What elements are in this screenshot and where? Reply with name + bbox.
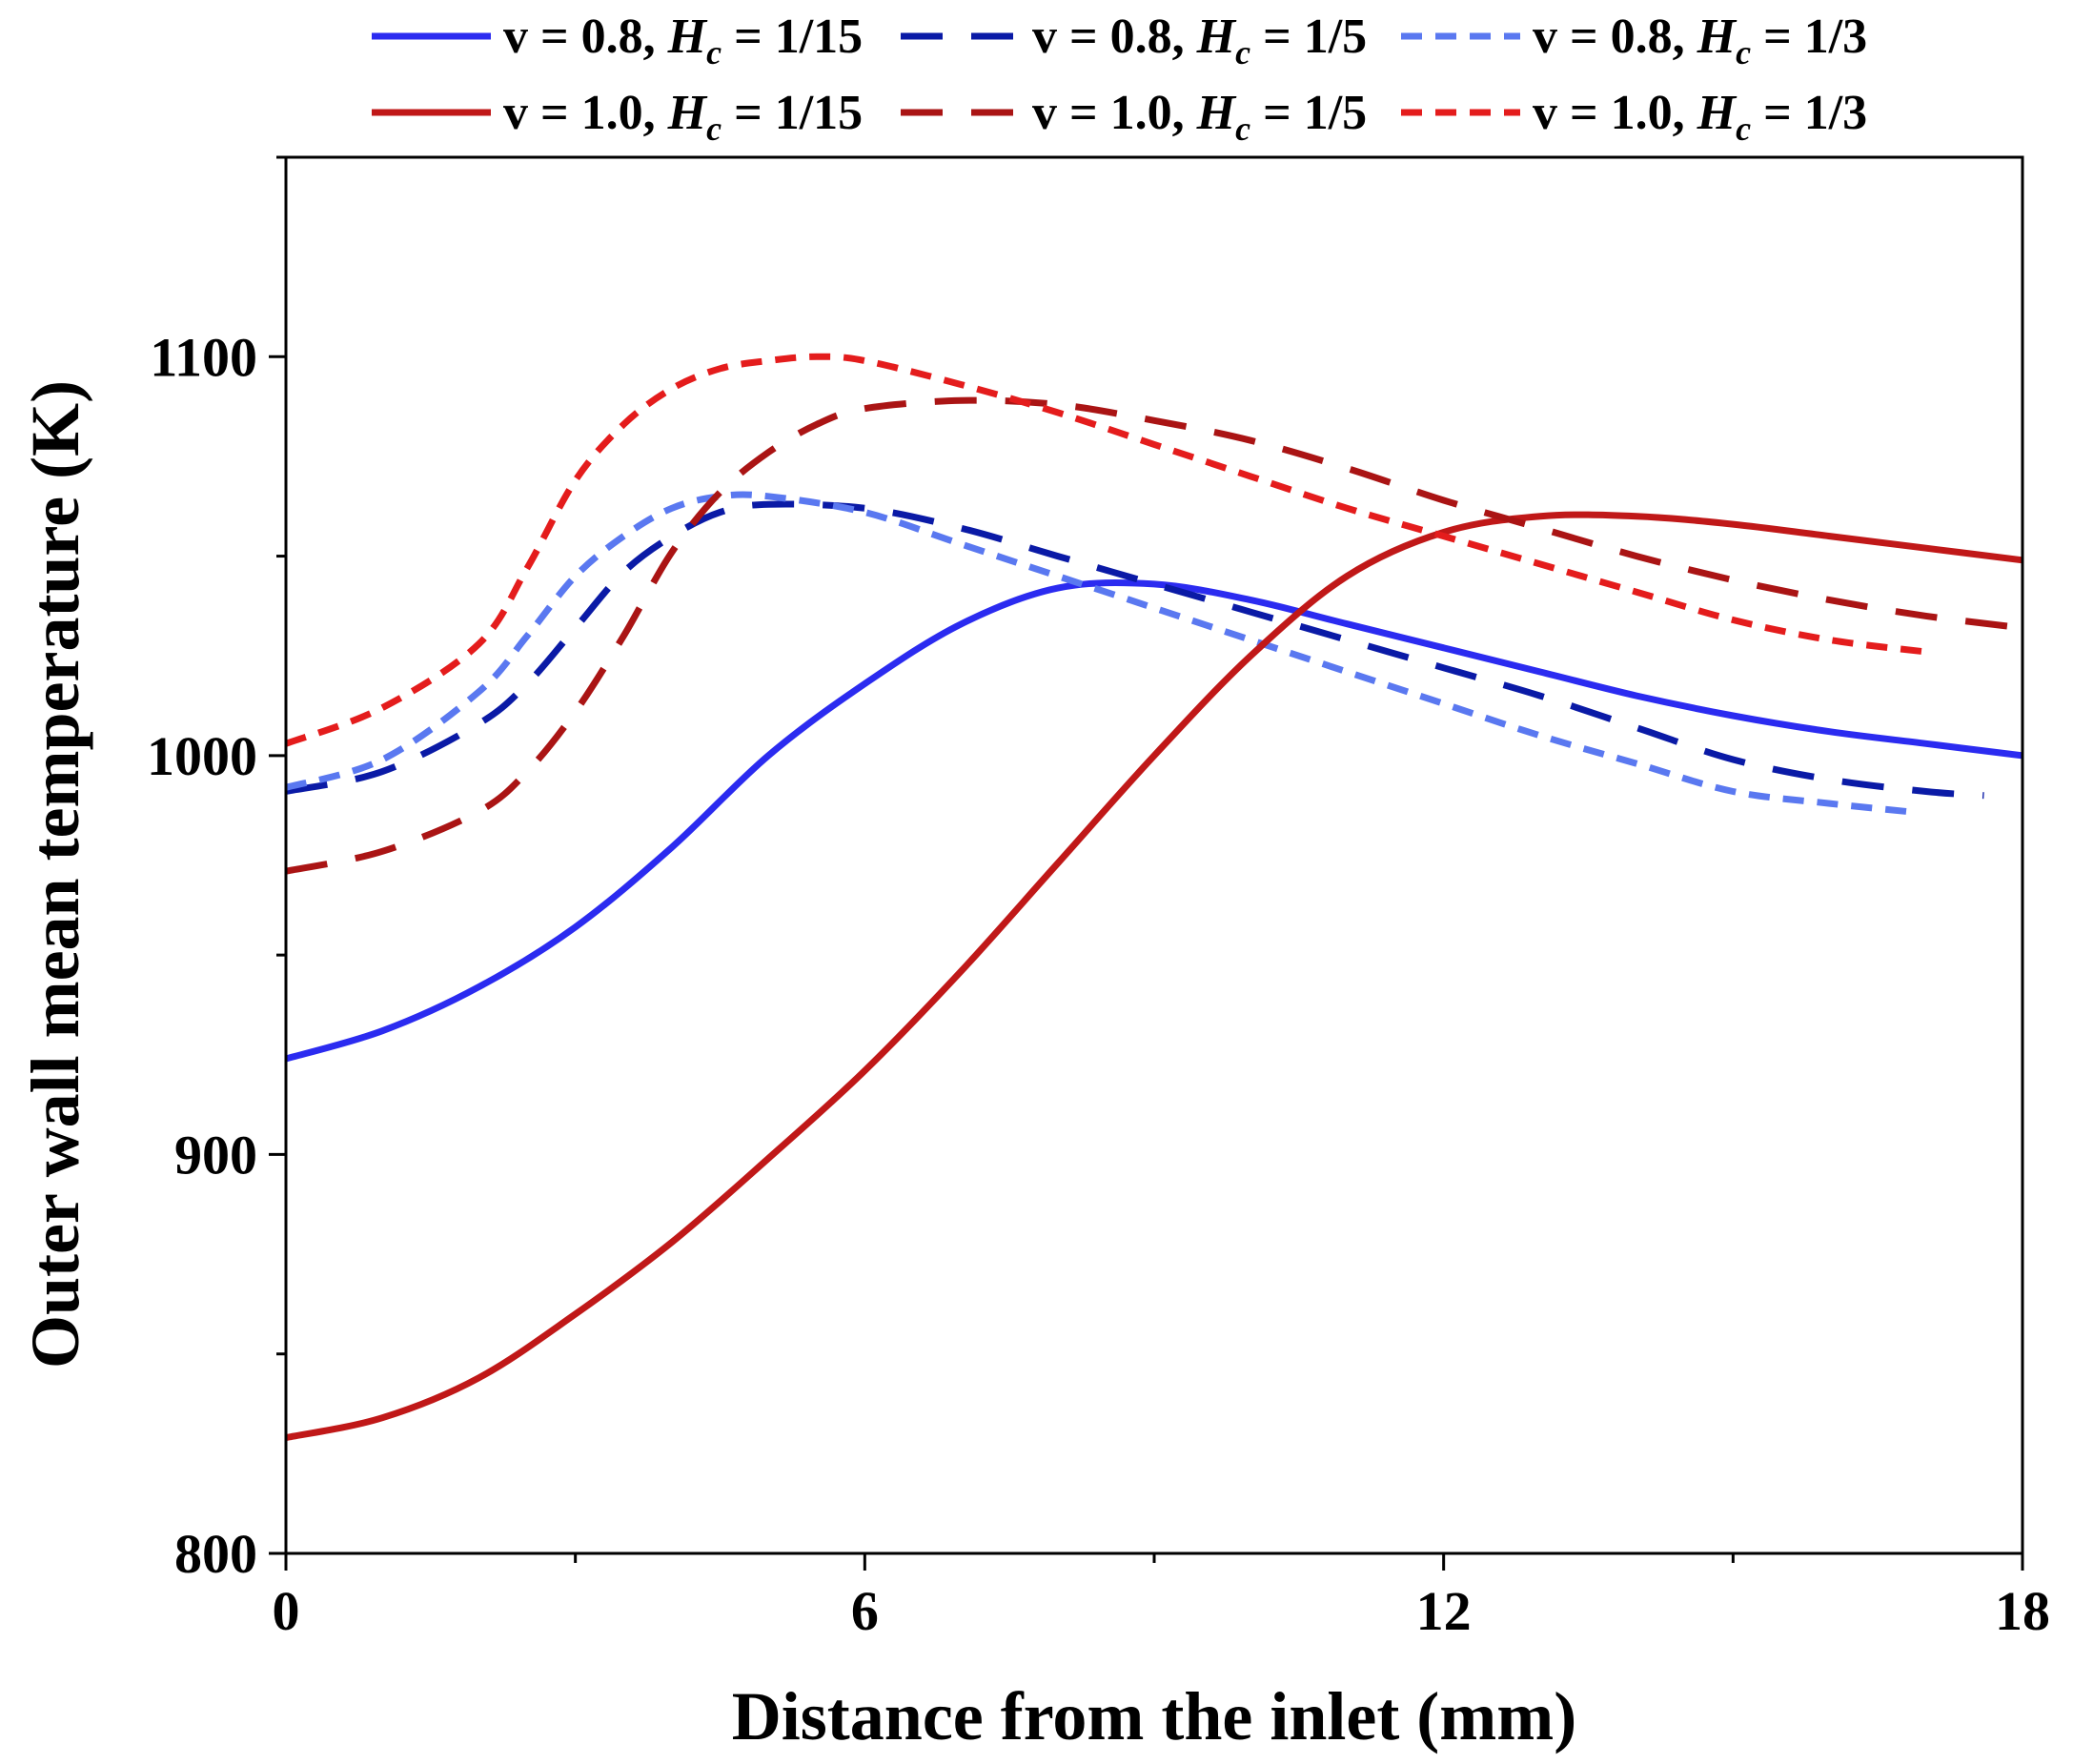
x-axis: 0 6 12 18 bbox=[273, 1553, 2050, 1642]
series-line bbox=[285, 396, 2023, 875]
plot-frame bbox=[284, 155, 2024, 1555]
y-axis: 800 900 1000 1100 bbox=[147, 155, 286, 1585]
x-tick-label: 18 bbox=[1995, 1580, 2050, 1642]
x-axis-title: Distance from the inlet (mm) bbox=[732, 1678, 1576, 1754]
legend-entry: v = 0.8, Hc = 1/15 bbox=[503, 10, 863, 71]
series-line bbox=[285, 500, 1984, 800]
series-line bbox=[284, 353, 1927, 747]
y-axis-title: Outer wall mean temperature (K) bbox=[17, 380, 93, 1369]
y-tick-label: 1000 bbox=[147, 725, 257, 787]
legend-entry: v = 1.0, Hc = 1/3 bbox=[1533, 86, 1867, 148]
series-line bbox=[285, 511, 2023, 1442]
y-tick-label: 900 bbox=[174, 1124, 257, 1186]
series-layer bbox=[284, 353, 2023, 1442]
x-tick-label: 12 bbox=[1416, 1580, 1472, 1642]
legend-entry: v = 0.8, Hc = 1/5 bbox=[1032, 10, 1367, 71]
legend-entry: v = 1.0, Hc = 1/5 bbox=[1032, 86, 1367, 148]
y-tick-label: 1100 bbox=[150, 326, 257, 388]
series-line bbox=[285, 578, 2023, 1063]
series-line bbox=[285, 491, 1907, 815]
x-tick-label: 0 bbox=[273, 1580, 300, 1642]
legend: v = 0.8, Hc = 1/15 v = 0.8, Hc = 1/5 v = 0… bbox=[372, 10, 1867, 148]
y-tick-label: 800 bbox=[174, 1523, 257, 1585]
legend-entry: v = 1.0, Hc = 1/15 bbox=[503, 86, 863, 148]
x-tick-label: 6 bbox=[851, 1580, 879, 1642]
legend-entry: v = 0.8, Hc = 1/3 bbox=[1533, 10, 1867, 71]
